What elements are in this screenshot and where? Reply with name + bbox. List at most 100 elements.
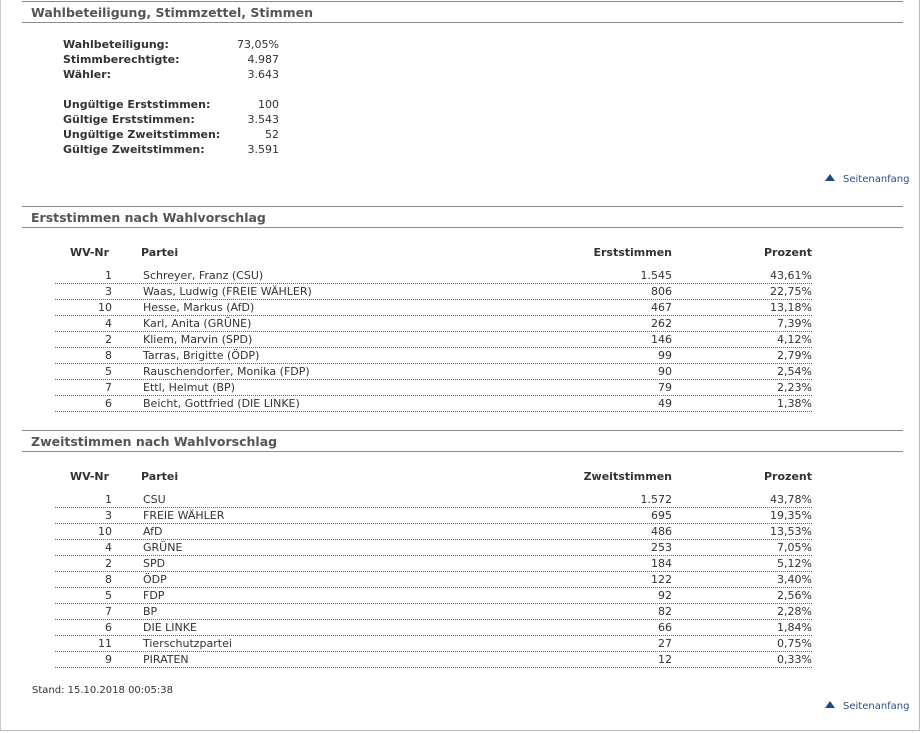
cell-nr: 10	[98, 525, 112, 538]
header-nr: WV-Nr	[70, 470, 110, 483]
cell-name: DIE LINKE	[143, 621, 197, 634]
cell-votes: 90	[658, 365, 672, 378]
page-top-link-label: Seitenanfang	[843, 174, 910, 185]
cell-pct: 22,75%	[770, 285, 812, 298]
section-title-first-votes: Erststimmen nach Wahlvorschlag	[22, 206, 903, 228]
stat-label: Gültige Zweitstimmen:	[63, 143, 205, 156]
cell-pct: 7,05%	[777, 541, 812, 554]
cell-nr: 3	[105, 509, 112, 522]
cell-nr: 4	[105, 317, 112, 330]
cell-pct: 13,18%	[770, 301, 812, 314]
cell-name: Schreyer, Franz (CSU)	[143, 269, 264, 282]
table-header: WV-Nr Partei Zweitstimmen Prozent	[55, 470, 812, 488]
stat-value: 100	[258, 98, 279, 111]
cell-votes: 1.545	[640, 269, 673, 282]
cell-votes: 27	[658, 637, 672, 650]
table-row: 2 SPD 184 5,12%	[55, 556, 812, 572]
cell-name: CSU	[143, 493, 166, 506]
cell-votes: 92	[658, 589, 672, 602]
page-top-link[interactable]: Seitenanfang	[825, 700, 910, 712]
cell-nr: 5	[105, 589, 112, 602]
stat-value: 3.591	[247, 143, 280, 156]
cell-nr: 8	[105, 349, 112, 362]
table-row: 11 Tierschutzpartei 27 0,75%	[55, 636, 812, 652]
cell-name: ÖDP	[143, 573, 167, 586]
table-row: 1 CSU 1.572 43,78%	[55, 492, 812, 508]
table-row: 3 FREIE WÄHLER 695 19,35%	[55, 508, 812, 524]
table-row: 7 Ettl, Helmut (BP) 79 2,23%	[55, 380, 812, 396]
table-row: 4 GRÜNE 253 7,05%	[55, 540, 812, 556]
cell-votes: 82	[658, 605, 672, 618]
cell-name: GRÜNE	[143, 541, 183, 554]
cell-nr: 2	[105, 557, 112, 570]
cell-nr: 9	[105, 653, 112, 666]
cell-name: Waas, Ludwig (FREIE WÄHLER)	[143, 285, 312, 298]
stat-value: 73,05%	[237, 38, 279, 51]
cell-name: Rauschendorfer, Monika (FDP)	[143, 365, 310, 378]
table-header: WV-Nr Partei Erststimmen Prozent	[55, 246, 812, 264]
section-title-turnout: Wahlbeteiligung, Stimmzettel, Stimmen	[22, 1, 903, 23]
header-nr: WV-Nr	[70, 246, 110, 259]
cell-votes: 253	[651, 541, 672, 554]
cell-pct: 0,33%	[777, 653, 812, 666]
cell-name: Tierschutzpartei	[143, 637, 232, 650]
cell-nr: 6	[105, 621, 112, 634]
cell-nr: 7	[105, 381, 112, 394]
cell-pct: 43,78%	[770, 493, 812, 506]
arrow-up-icon	[825, 173, 835, 181]
table-row: 8 ÖDP 122 3,40%	[55, 572, 812, 588]
cell-votes: 184	[651, 557, 672, 570]
stat-row: Ungültige Zweitstimmen: 52	[63, 127, 279, 142]
cell-nr: 1	[105, 493, 112, 506]
cell-votes: 12	[658, 653, 672, 666]
header-votes: Zweitstimmen	[583, 470, 672, 483]
stat-row: Gültige Erststimmen: 3.543	[63, 112, 279, 127]
cell-votes: 486	[651, 525, 672, 538]
cell-nr: 6	[105, 397, 112, 410]
stat-row: Stimmberechtigte: 4.987	[63, 52, 279, 67]
turnout-stats: Wahlbeteiligung: 73,05% Stimmberechtigte…	[63, 37, 279, 82]
cell-name: Tarras, Brigitte (ÖDP)	[143, 349, 260, 362]
cell-pct: 3,40%	[777, 573, 812, 586]
table-row: 3 Waas, Ludwig (FREIE WÄHLER) 806 22,75%	[55, 284, 812, 300]
second-votes-rows: 1 CSU 1.572 43,78% 3 FREIE WÄHLER 6 9 5 19,35% 10 A…	[55, 492, 812, 668]
cell-pct: 4,12%	[777, 333, 812, 346]
cell-name: FREIE WÄHLER	[143, 509, 225, 522]
first-votes-table: WV-Nr Partei Erststimmen Prozent 1 Schrey…	[55, 246, 812, 412]
stat-value: 4.987	[247, 53, 280, 66]
cell-nr: 7	[105, 605, 112, 618]
cell-nr: 1	[105, 269, 112, 282]
header-party: Partei	[141, 470, 179, 483]
stat-label: Ungültige Zweitstimmen:	[63, 128, 221, 141]
table-row: 8 Tarras, Brigitte (ÖDP) 99 2,79%	[55, 348, 812, 364]
cell-pct: 2,79%	[777, 349, 812, 362]
cell-nr: 2	[105, 333, 112, 346]
stat-row: Wahlbeteiligung: 73,05%	[63, 37, 279, 52]
cell-name: Hesse, Markus (AfD)	[143, 301, 255, 314]
cell-votes: 122	[651, 573, 672, 586]
page-top-link[interactable]: Seitenanfang	[825, 173, 910, 185]
cell-name: BP	[143, 605, 158, 618]
header-pct: Prozent	[764, 470, 812, 483]
cell-name: Beicht, Gottfried (DIE LINKE)	[143, 397, 300, 410]
table-row: 10 Hesse, Markus (AfD) 467 13,18%	[55, 300, 812, 316]
table-row: 5 FDP 92 2,56%	[55, 588, 812, 604]
ballot-stats: Ungültige Erststimmen: 100 Gültige Ersts…	[63, 97, 279, 157]
stat-row: Wähler: 3.643	[63, 67, 279, 82]
cell-votes: 79	[658, 381, 672, 394]
header-votes: Erststimmen	[593, 246, 672, 259]
cell-votes: 1.572	[640, 493, 673, 506]
first-votes-rows: 1 Schreyer, Franz (CSU) 1.545 43,61% 3 Waas, …	[55, 268, 812, 412]
cell-votes: 66	[658, 621, 672, 634]
stat-label: Wahlbeteiligung:	[63, 38, 169, 51]
cell-pct: 19,35%	[770, 509, 812, 522]
table-row: 5 Rauschendorfer, Monika (FDP) 90 2,54%	[55, 364, 812, 380]
table-row: 1 Schreyer, Franz (CSU) 1.545 43,61%	[55, 268, 812, 284]
table-row: 10 AfD 486 13,53%	[55, 524, 812, 540]
cell-pct: 2,28%	[777, 605, 812, 618]
cell-nr: 3	[105, 285, 112, 298]
table-row: 7 BP 82 2,28%	[55, 604, 812, 620]
arrow-up-icon	[825, 700, 835, 708]
header-party: Partei	[141, 246, 179, 259]
